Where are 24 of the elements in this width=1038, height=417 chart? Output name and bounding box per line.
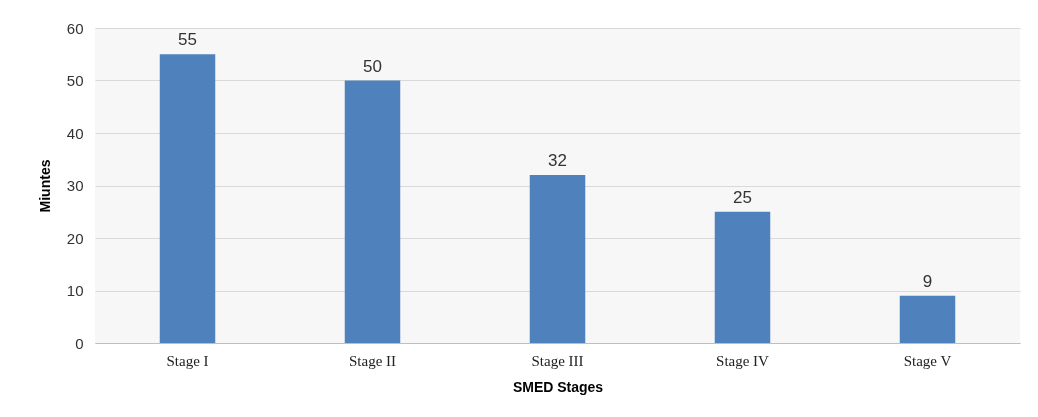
y-tick-label: 60 — [66, 19, 84, 37]
bar — [159, 54, 216, 343]
y-tick-label: 50 — [66, 72, 84, 89]
x-axis-title: SMED Stages — [512, 378, 604, 395]
y-tick-label: 10 — [66, 282, 84, 299]
bar — [899, 295, 956, 343]
data-label: 25 — [733, 187, 752, 207]
y-tick-label: 20 — [66, 229, 84, 247]
y-tick-label: 40 — [66, 124, 84, 142]
data-label: 32 — [548, 151, 567, 170]
x-tick-label: Stage III — [531, 352, 584, 369]
y-tick-label: 30 — [66, 177, 84, 194]
bar — [529, 175, 586, 343]
data-label: 9 — [922, 271, 933, 291]
x-tick-label: Stage II — [348, 352, 397, 369]
bar — [714, 211, 771, 343]
y-tick-label: 0 — [75, 334, 84, 352]
y-axis-title: Miuntes — [36, 159, 53, 213]
x-tick-label: Stage V — [903, 352, 952, 369]
bar — [344, 80, 401, 343]
x-tick-label: Stage IV — [716, 352, 770, 369]
x-tick-label: Stage I — [166, 352, 209, 369]
data-label: 55 — [178, 30, 197, 50]
data-label: 50 — [363, 56, 382, 76]
